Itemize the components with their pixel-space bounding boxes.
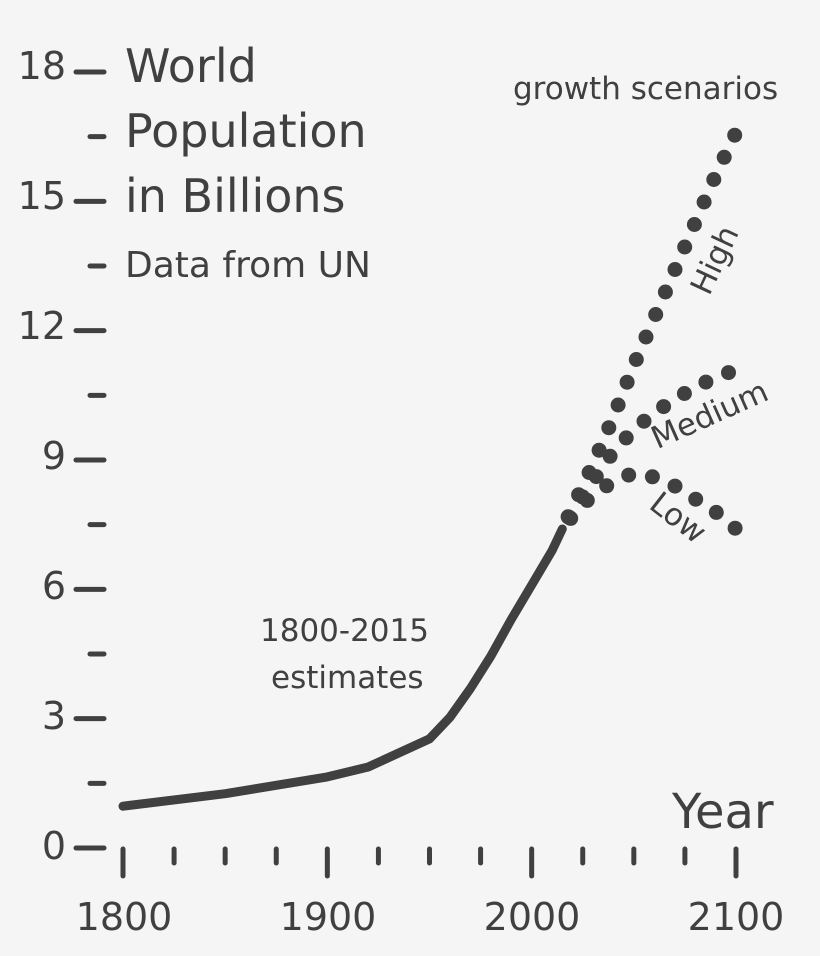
scenario-dot-low xyxy=(621,467,637,483)
scenario-dot-high xyxy=(716,149,732,165)
scenario-dot-high xyxy=(638,329,654,345)
scenario-dot-high xyxy=(696,194,712,210)
scenario-dot-medium xyxy=(602,448,618,464)
scenario-dot-low xyxy=(667,478,683,494)
scenario-dot-medium xyxy=(618,430,634,446)
scenario-dot-high xyxy=(619,374,635,390)
chart-title-line-2: Population xyxy=(125,104,367,158)
scenario-dot-high xyxy=(657,284,673,300)
y-tick-label-6: 6 xyxy=(41,564,66,608)
x-tick-label-1800: 1800 xyxy=(75,895,173,939)
scenario-dotted-lines xyxy=(560,127,743,536)
chart-title-line-3: in Billions xyxy=(125,169,346,223)
scenario-dot-low xyxy=(727,520,743,536)
scenario-dot-medium xyxy=(698,374,714,390)
chart-subtitle: Data from UN xyxy=(125,245,371,286)
scenario-dot-high xyxy=(667,262,683,277)
scenario-dot-low xyxy=(563,510,579,526)
scenario-dot-high xyxy=(686,217,702,232)
scenario-dot-medium xyxy=(656,399,672,415)
estimates-label-line-1: 1800-2015 xyxy=(260,613,429,649)
y-tick-label-3: 3 xyxy=(41,694,66,738)
x-axis-label: Year xyxy=(672,784,774,840)
scenario-dot-high xyxy=(706,172,722,187)
x-tick-label-1900: 1900 xyxy=(279,895,377,939)
scenario-dot-high xyxy=(628,352,644,367)
x-tick-label-2100: 2100 xyxy=(687,895,785,939)
y-tick-label-0: 0 xyxy=(41,824,66,868)
y-tick-label-9: 9 xyxy=(41,434,66,478)
y-axis-ticks xyxy=(73,69,107,851)
scenario-dot-high xyxy=(648,307,664,322)
estimates-line xyxy=(118,524,567,811)
y-tick-label-15: 15 xyxy=(17,174,66,218)
scenario-dot-medium xyxy=(721,365,736,381)
scenario-dot-high xyxy=(591,442,607,458)
estimates-label-line-2: estimates xyxy=(271,660,424,696)
scenario-dot-high xyxy=(610,397,626,413)
x-axis-ticks xyxy=(120,846,739,879)
scenario-dot-low xyxy=(708,504,724,520)
scenario-dot-low xyxy=(644,469,660,485)
scenario-dot-high xyxy=(677,239,693,255)
y-tick-label-12: 12 xyxy=(17,304,66,348)
scenario-dot-high xyxy=(727,127,743,143)
scenario-dot-high xyxy=(601,420,617,436)
scenario-dot-low xyxy=(599,478,615,494)
x-tick-label-2000: 2000 xyxy=(483,895,581,939)
scenario-dot-low xyxy=(688,491,704,507)
scenario-dot-medium xyxy=(676,386,692,401)
growth-scenarios-label: growth scenarios xyxy=(513,71,779,107)
scenario-dot-medium xyxy=(588,469,604,485)
y-tick-label-18: 18 xyxy=(17,44,66,88)
scenario-dot-medium xyxy=(636,413,652,429)
scenario-dot-low xyxy=(579,492,595,508)
chart-title-line-1: World xyxy=(125,39,257,93)
